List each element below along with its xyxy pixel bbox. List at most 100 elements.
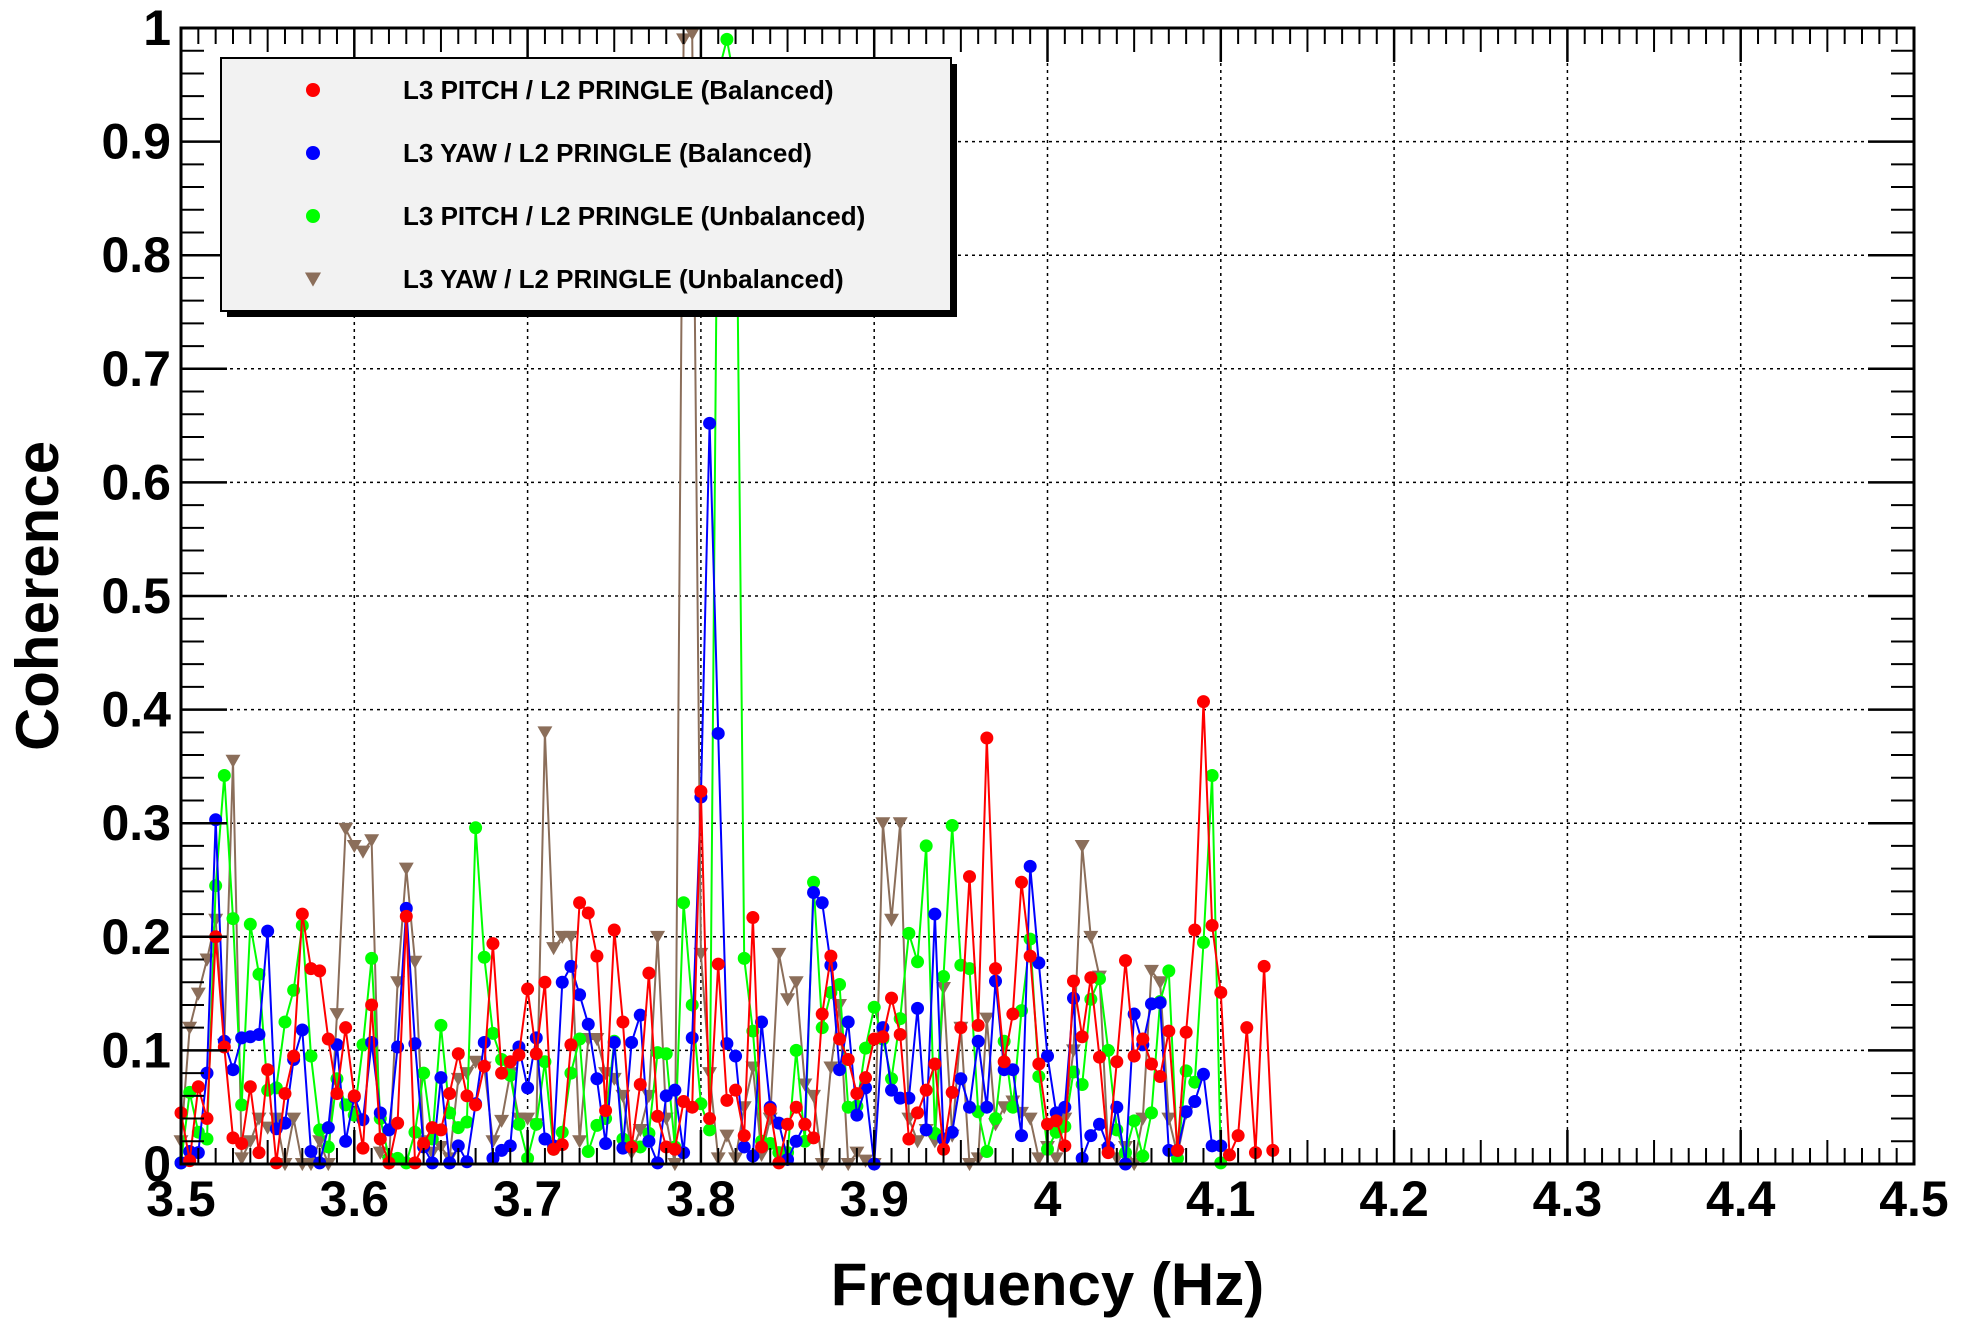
x-tick-label: 3.6 <box>320 1171 390 1227</box>
data-point <box>789 1043 803 1057</box>
data-point <box>745 1061 761 1075</box>
data-point <box>1023 932 1037 946</box>
x-tick-label: 4.4 <box>1706 1171 1776 1227</box>
data-point <box>503 1139 517 1153</box>
data-point <box>339 1134 353 1148</box>
data-point <box>529 1031 543 1045</box>
data-point <box>321 1121 335 1135</box>
data-point <box>1240 1021 1254 1035</box>
data-point <box>1196 695 1210 709</box>
data-point <box>807 1131 821 1145</box>
data-point <box>668 1142 682 1156</box>
data-point <box>892 817 908 831</box>
data-point <box>563 930 579 944</box>
data-point <box>443 1087 457 1101</box>
legend-label: L3 PITCH / L2 PRINGLE (Balanced) <box>403 75 834 105</box>
legend-marker <box>306 83 320 97</box>
data-point <box>823 1061 839 1075</box>
data-point <box>633 1008 647 1022</box>
y-tick-label: 0.5 <box>101 568 171 624</box>
data-point <box>365 1035 379 1049</box>
data-point <box>398 862 414 876</box>
data-point <box>625 1035 639 1049</box>
data-point <box>1170 1143 1184 1157</box>
data-point <box>771 947 787 961</box>
data-point <box>278 1015 292 1029</box>
data-point <box>329 1008 345 1022</box>
data-point <box>598 1067 614 1081</box>
data-point <box>477 950 491 964</box>
legend-box <box>220 57 952 312</box>
data-point <box>217 768 231 782</box>
data-point <box>521 982 535 996</box>
data-point <box>650 930 666 944</box>
data-point <box>1179 1105 1193 1119</box>
data-point <box>625 1140 639 1154</box>
data-point <box>659 1047 673 1061</box>
data-point <box>684 27 700 41</box>
data-point <box>937 970 951 984</box>
data-point <box>841 1052 855 1066</box>
data-point <box>1127 1114 1141 1128</box>
data-point <box>573 896 587 910</box>
data-point <box>590 1072 604 1086</box>
data-point <box>711 957 725 971</box>
data-point <box>243 1080 257 1094</box>
data-point <box>1058 1100 1072 1114</box>
data-point <box>1222 1148 1236 1162</box>
data-point <box>859 1071 873 1085</box>
data-point <box>434 1123 448 1137</box>
data-point <box>520 1112 536 1126</box>
data-point <box>346 839 362 854</box>
data-point <box>564 1038 578 1052</box>
data-point <box>287 1049 301 1063</box>
data-point <box>391 1040 405 1054</box>
data-point <box>1188 1075 1202 1089</box>
data-point <box>1196 1067 1210 1081</box>
data-point <box>1006 1100 1020 1114</box>
data-point <box>850 1108 864 1122</box>
data-point <box>1032 1057 1046 1071</box>
data-point <box>494 1114 510 1128</box>
data-point <box>815 896 829 910</box>
data-point <box>581 1145 595 1159</box>
data-point <box>1083 930 1099 944</box>
data-point <box>807 885 821 899</box>
data-point <box>971 1018 985 1032</box>
data-point <box>1049 1114 1063 1128</box>
data-point <box>737 1140 751 1154</box>
legend-label: L3 YAW / L2 PRINGLE (Unbalanced) <box>403 264 844 294</box>
data-point <box>729 1083 743 1097</box>
y-tick-label: 0.9 <box>101 114 171 170</box>
data-point <box>1015 875 1029 889</box>
data-point <box>261 1063 275 1077</box>
data-point <box>954 1072 968 1086</box>
data-point <box>234 1152 250 1166</box>
data-point <box>893 1027 907 1041</box>
data-point <box>365 998 379 1012</box>
data-point <box>677 896 691 910</box>
data-point <box>304 1049 318 1063</box>
data-point <box>971 1034 985 1048</box>
data-point <box>1006 1007 1020 1021</box>
data-point <box>954 1021 968 1035</box>
data-point <box>797 1078 813 1092</box>
data-point <box>191 1080 205 1094</box>
data-point <box>1205 768 1219 782</box>
data-point <box>373 1106 387 1120</box>
data-point <box>313 964 327 978</box>
data-point <box>607 923 621 937</box>
data-point <box>1041 1049 1054 1063</box>
data-point <box>1048 1152 1064 1166</box>
data-point <box>564 1066 578 1080</box>
data-point <box>1110 1055 1124 1069</box>
data-point <box>876 1030 890 1044</box>
data-point <box>1127 1049 1141 1063</box>
data-point <box>1162 964 1176 978</box>
data-point <box>833 1032 847 1046</box>
y-tick-label: 0.4 <box>101 682 171 738</box>
data-point <box>763 1102 777 1116</box>
data-point <box>538 975 552 989</box>
data-point <box>1152 976 1168 990</box>
data-point <box>928 907 942 921</box>
